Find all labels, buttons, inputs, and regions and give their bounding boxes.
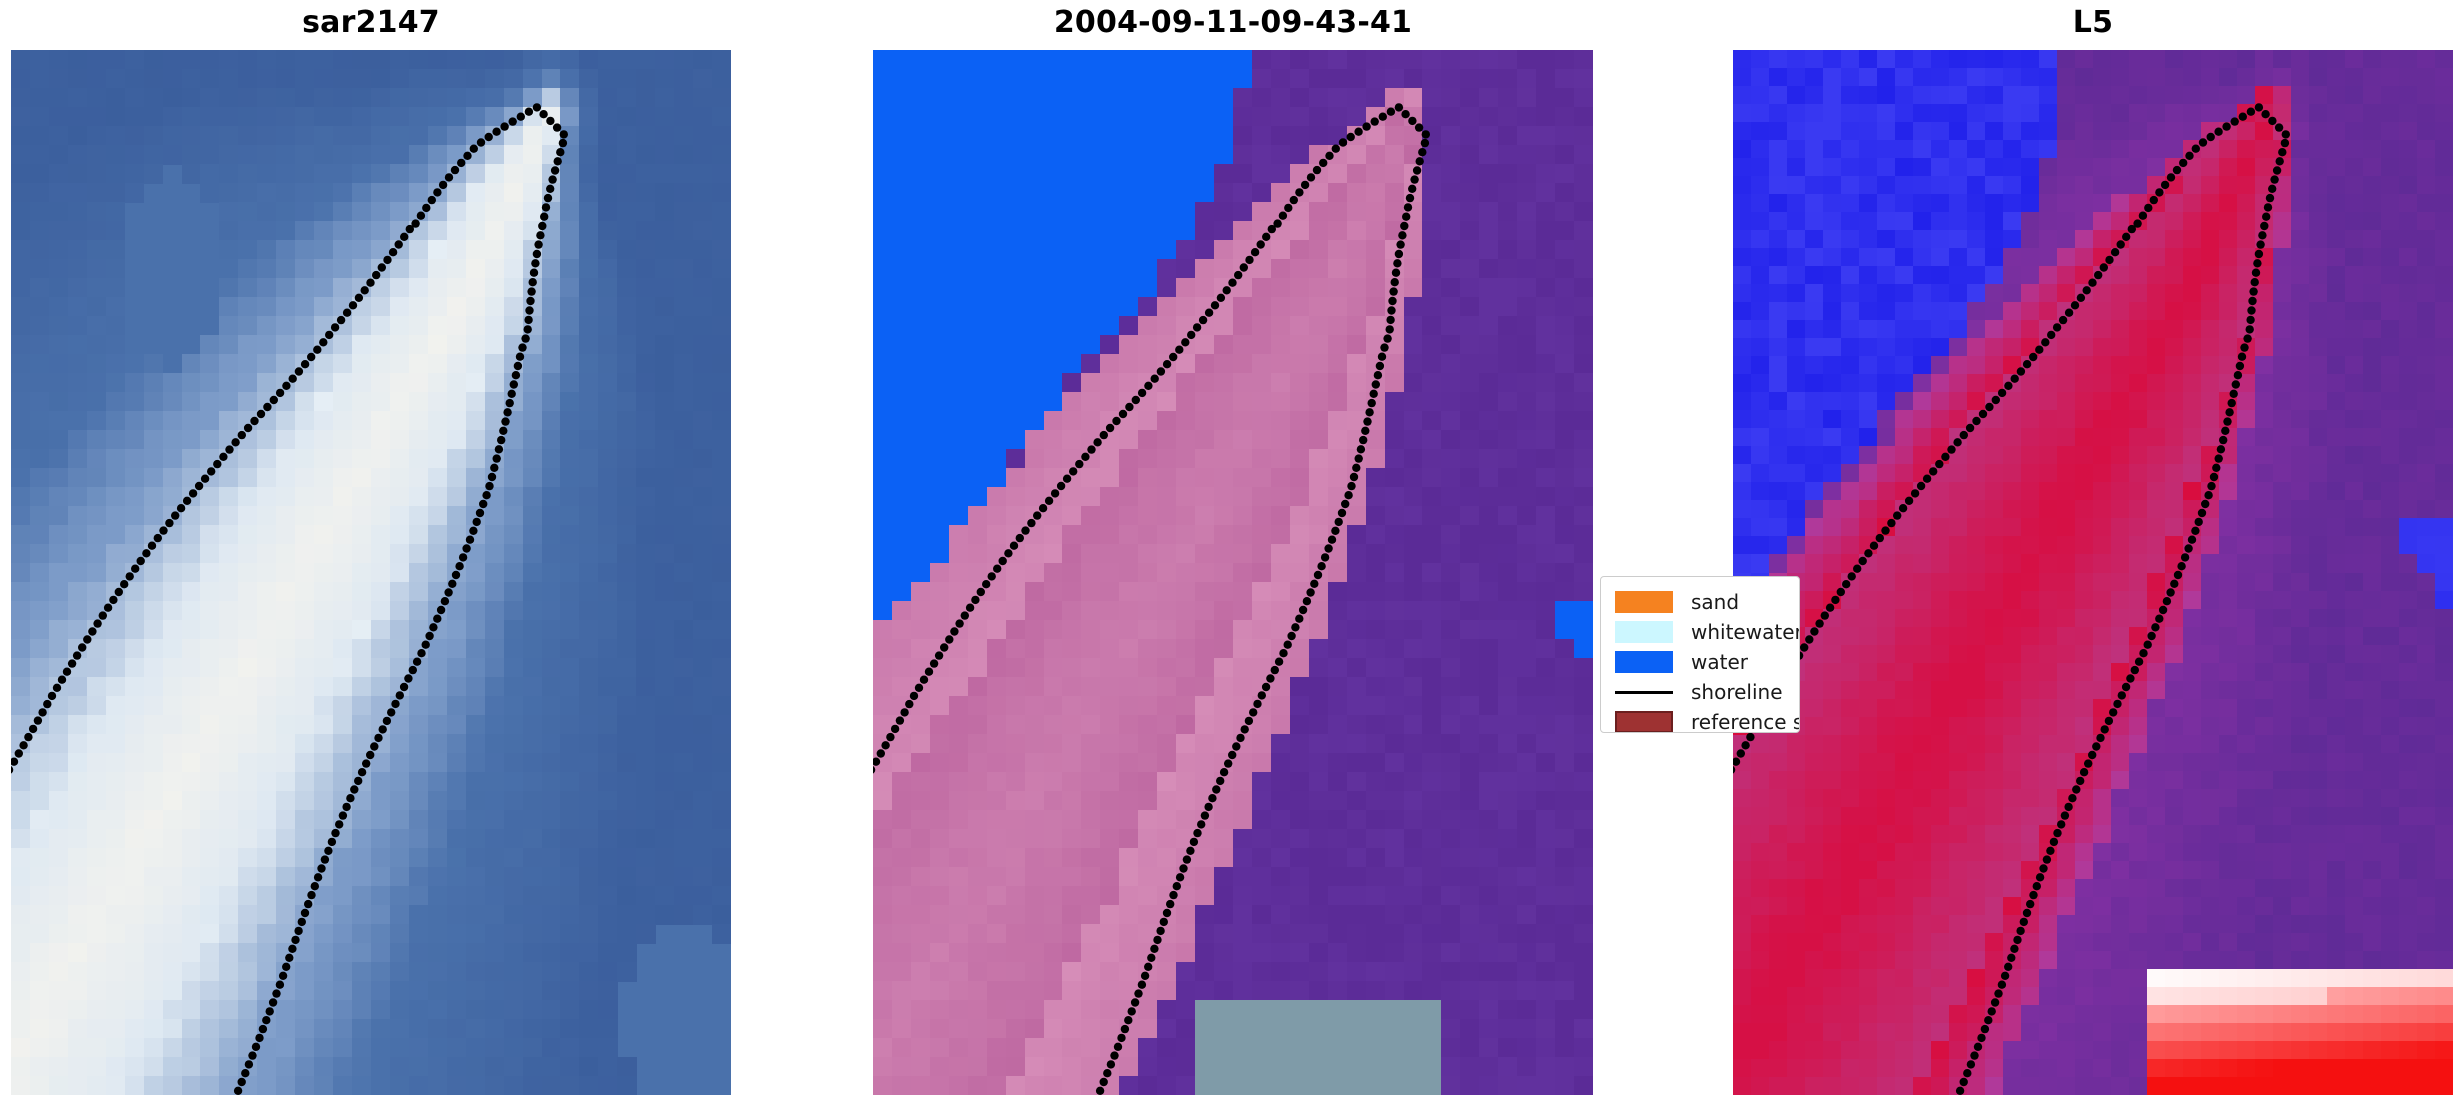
legend-label: shoreline [1691, 680, 1783, 704]
index-image [1733, 50, 2453, 1095]
legend-row[interactable]: water [1615, 647, 1787, 677]
index-shoreline-overlay [1733, 103, 2290, 1095]
panel-sar[interactable] [11, 50, 731, 1095]
legend-row[interactable]: shoreline [1615, 677, 1787, 707]
legend-label: sand [1691, 590, 1740, 614]
legend-row[interactable]: sand [1615, 587, 1787, 617]
classified-pixel-blocks [873, 50, 1593, 1095]
panel-classified-title: 2004-09-11-09-43-41 [1053, 5, 1413, 40]
legend-label: whitewater [1691, 620, 1800, 644]
legend-swatch-whitewater [1615, 621, 1673, 643]
panel-sar-title: sar2147 [302, 5, 440, 40]
legend-swatch-sand [1615, 591, 1673, 613]
sar-image [11, 50, 731, 1095]
classified-image [873, 50, 1593, 1095]
panel-classified[interactable] [873, 50, 1593, 1095]
classified-shoreline-overlay [873, 103, 1430, 1095]
legend-label: water [1691, 650, 1748, 674]
panel-index[interactable] [1733, 50, 2453, 1095]
index-pixel-blocks [1733, 50, 2453, 1095]
panel-index-title: L5 [2072, 5, 2114, 40]
legend-row[interactable]: reference shoreline [1615, 707, 1799, 732]
sar-shoreline-overlay [11, 103, 568, 1095]
legend-label: reference shoreline [1691, 710, 1799, 733]
legend-box[interactable]: sand whitewater water shoreline reference sh… [1600, 576, 1800, 733]
legend-row[interactable]: whitewater [1615, 617, 1799, 647]
legend-swatch-reference [1615, 711, 1673, 732]
shoreline-line-icon [1615, 681, 1673, 703]
legend-swatch-water [1615, 651, 1673, 673]
